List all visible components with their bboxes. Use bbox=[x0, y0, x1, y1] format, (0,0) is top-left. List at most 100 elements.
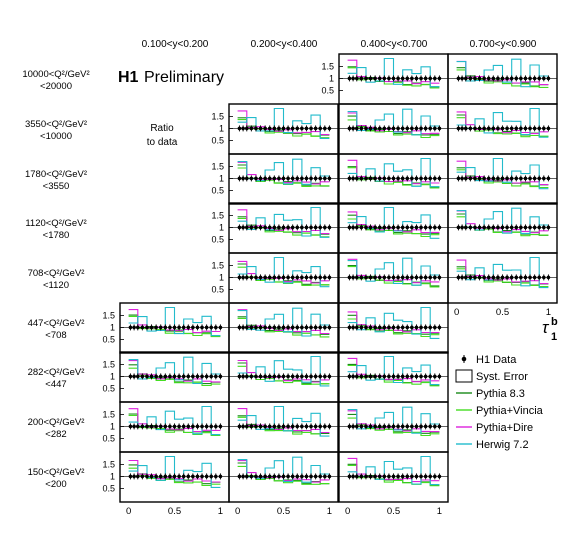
data-point bbox=[214, 374, 218, 379]
data-point bbox=[477, 76, 482, 81]
data-point bbox=[542, 76, 546, 81]
x-tick-label: 0.5 bbox=[387, 506, 400, 517]
legend-label: Pythia+Vincia bbox=[476, 405, 544, 417]
data-point bbox=[241, 424, 245, 429]
data-point bbox=[400, 325, 405, 330]
data-point bbox=[313, 325, 318, 330]
data-point bbox=[300, 474, 304, 479]
data-point bbox=[437, 126, 442, 131]
data-point bbox=[514, 76, 519, 81]
data-point bbox=[145, 474, 149, 479]
data-point bbox=[359, 176, 364, 181]
data-point bbox=[267, 474, 272, 479]
data-point bbox=[387, 374, 391, 379]
y-tick-label: 0.5 bbox=[102, 483, 115, 493]
ratio-label-line1: Ratio bbox=[150, 123, 174, 134]
data-point bbox=[281, 474, 286, 479]
data-point bbox=[277, 225, 281, 230]
data-point bbox=[391, 275, 396, 280]
panel-r4-c1: 1.5 1 0.5 bbox=[211, 252, 339, 304]
data-point bbox=[323, 474, 327, 479]
data-point bbox=[537, 176, 542, 181]
data-point bbox=[542, 126, 546, 131]
data-point bbox=[347, 176, 352, 181]
data-point bbox=[135, 325, 140, 330]
data-point bbox=[318, 225, 323, 230]
data-point bbox=[309, 474, 313, 479]
panel-grid: 1.510.51.510.51.510.51.510.51.510.50 0.5 1… bbox=[102, 53, 558, 517]
data-point bbox=[351, 76, 355, 81]
data-point bbox=[200, 374, 204, 379]
data-point bbox=[263, 225, 267, 230]
data-point bbox=[195, 424, 200, 429]
data-point bbox=[382, 374, 387, 379]
data-point bbox=[172, 424, 177, 429]
data-point bbox=[387, 76, 391, 81]
data-point bbox=[437, 176, 442, 181]
data-point bbox=[214, 474, 218, 479]
data-point bbox=[368, 225, 373, 230]
data-point bbox=[532, 176, 537, 181]
data-point bbox=[309, 225, 313, 230]
legend-marker bbox=[461, 356, 467, 362]
data-point bbox=[347, 325, 352, 330]
data-point bbox=[428, 126, 433, 131]
data-point bbox=[382, 126, 387, 131]
data-point bbox=[428, 225, 433, 230]
data-point bbox=[237, 374, 242, 379]
data-point bbox=[237, 126, 242, 131]
data-point bbox=[460, 225, 464, 230]
data-point bbox=[132, 474, 136, 479]
data-point bbox=[463, 76, 468, 81]
panel-r5-c0: 1.5 1 0.5 bbox=[102, 302, 230, 354]
data-point bbox=[132, 424, 136, 429]
data-point bbox=[241, 325, 245, 330]
q2-bin-labels: 10000<Q²/GeV²<20000 3550<Q²/GeV²<10000 178… bbox=[22, 69, 89, 490]
data-point bbox=[382, 424, 387, 429]
panel-r5-c2 bbox=[338, 302, 449, 354]
data-point bbox=[519, 225, 523, 230]
data-point bbox=[396, 76, 400, 81]
data-point bbox=[373, 76, 377, 81]
panel-frame bbox=[447, 252, 558, 304]
data-point bbox=[318, 176, 323, 181]
data-point bbox=[154, 374, 158, 379]
data-point bbox=[387, 176, 391, 181]
data-point bbox=[477, 225, 482, 230]
legend-item-pythia-dire: Pythia+Dire bbox=[456, 422, 533, 434]
data-point bbox=[186, 474, 191, 479]
data-point bbox=[546, 76, 551, 81]
series-herwig-7-2-r6-c0 bbox=[128, 356, 221, 385]
data-point bbox=[364, 474, 368, 479]
panel-r3-c3 bbox=[447, 202, 558, 254]
series-herwig-7-2-r4-c1 bbox=[237, 256, 330, 288]
data-point bbox=[410, 225, 414, 230]
data-point bbox=[473, 76, 477, 81]
data-point bbox=[377, 474, 382, 479]
data-point bbox=[132, 374, 136, 379]
data-point bbox=[382, 176, 387, 181]
data-point bbox=[267, 275, 272, 280]
data-point bbox=[373, 225, 377, 230]
q2-label-4-line1: 708<Q²/GeV² bbox=[28, 268, 85, 279]
x-tick-label: 0 bbox=[345, 506, 350, 517]
y-tick-label: 1 bbox=[219, 123, 224, 133]
data-point bbox=[177, 424, 181, 429]
data-point bbox=[128, 424, 133, 429]
y-tick-label: 1.5 bbox=[102, 409, 115, 419]
panel-frame bbox=[228, 153, 339, 205]
data-point bbox=[456, 126, 461, 131]
y-tick-label: 1 bbox=[219, 173, 224, 183]
data-point bbox=[313, 275, 318, 280]
data-point bbox=[509, 126, 514, 131]
data-point bbox=[410, 275, 414, 280]
data-point bbox=[354, 176, 359, 181]
data-point bbox=[368, 176, 373, 181]
data-point bbox=[528, 126, 532, 131]
data-point bbox=[263, 474, 267, 479]
data-point bbox=[128, 474, 133, 479]
data-point bbox=[347, 225, 352, 230]
data-point bbox=[368, 424, 373, 429]
data-point bbox=[414, 325, 419, 330]
data-point bbox=[318, 424, 323, 429]
